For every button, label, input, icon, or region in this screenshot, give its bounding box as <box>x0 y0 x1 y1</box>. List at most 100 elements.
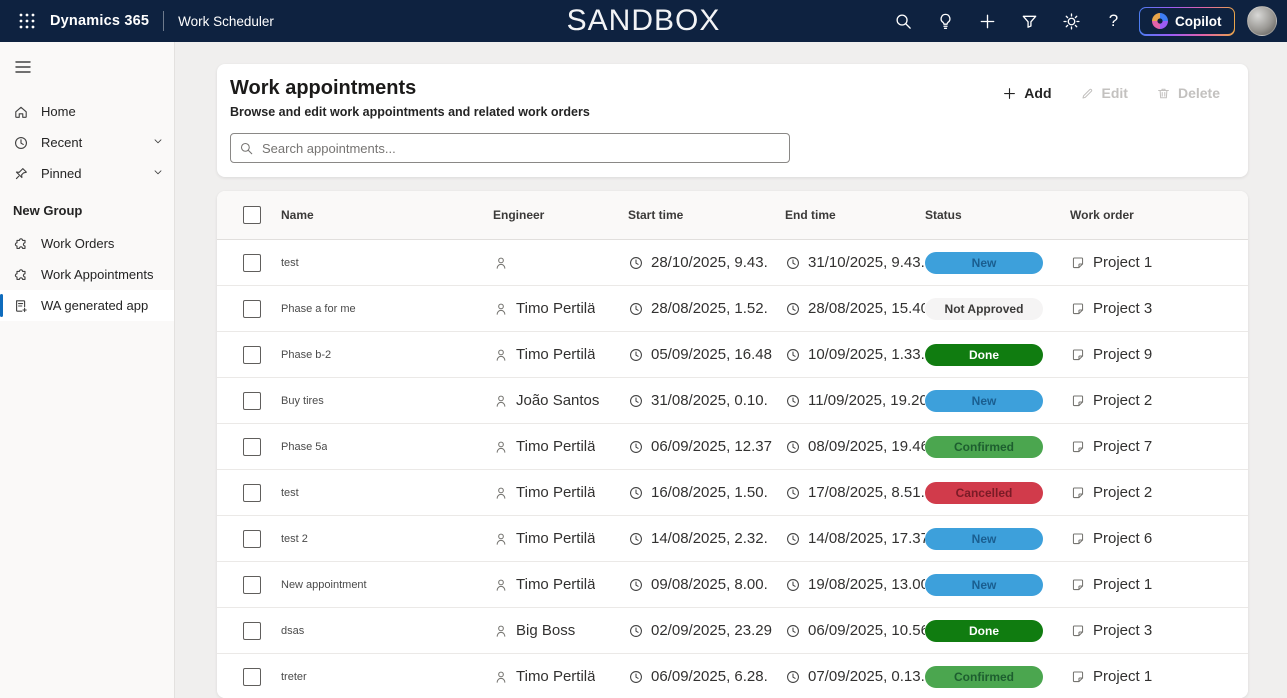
pin-icon <box>13 166 29 182</box>
app-name[interactable]: Work Scheduler <box>178 14 274 29</box>
select-all-checkbox[interactable] <box>243 206 261 224</box>
page-subtitle: Browse and edit work appointments and re… <box>230 105 590 119</box>
column-header-engineer[interactable]: Engineer <box>493 208 628 222</box>
status-badge: New <box>925 252 1043 274</box>
column-header-start-time[interactable]: Start time <box>628 208 785 222</box>
settings-gear-icon[interactable] <box>1055 4 1089 38</box>
plus-icon <box>1002 86 1017 101</box>
column-header-work-order[interactable]: Work order <box>1070 208 1248 222</box>
start-time: 31/08/2025, 0.10. <box>651 392 768 409</box>
clock-icon <box>628 623 644 639</box>
sidebar-item-work-orders[interactable]: Work Orders <box>0 228 174 259</box>
table-row[interactable]: Phase a for me Timo Pertilä 28/08/2025, … <box>217 286 1248 332</box>
status-badge: Done <box>925 620 1043 642</box>
note-icon <box>1070 669 1086 685</box>
row-checkbox[interactable] <box>243 438 261 456</box>
note-icon <box>1070 393 1086 409</box>
person-icon <box>493 577 509 593</box>
clock-icon <box>785 255 801 271</box>
copilot-button[interactable]: Copilot <box>1139 7 1236 36</box>
work-order-name: Project 9 <box>1093 346 1152 363</box>
column-header-status[interactable]: Status <box>925 208 1070 222</box>
sidebar-item-home[interactable]: Home <box>0 96 174 127</box>
row-checkbox[interactable] <box>243 300 261 318</box>
appointment-name: test <box>281 487 299 499</box>
delete-button[interactable]: Delete <box>1156 85 1220 101</box>
row-checkbox[interactable] <box>243 392 261 410</box>
clock-icon <box>628 255 644 271</box>
row-checkbox[interactable] <box>243 254 261 272</box>
lightbulb-icon[interactable] <box>929 4 963 38</box>
table-row[interactable]: Phase 5a Timo Pertilä 06/09/2025, 12.37 … <box>217 424 1248 470</box>
start-time: 06/09/2025, 6.28. <box>651 668 768 685</box>
clock-icon <box>628 531 644 547</box>
status-badge: New <box>925 528 1043 550</box>
pencil-icon <box>1080 86 1095 101</box>
work-order-name: Project 7 <box>1093 438 1152 455</box>
row-checkbox[interactable] <box>243 530 261 548</box>
brand-title[interactable]: Dynamics 365 <box>50 13 149 29</box>
status-badge: New <box>925 574 1043 596</box>
table-row[interactable]: dsas Big Boss 02/09/2025, 23.29 06/09/20… <box>217 608 1248 654</box>
sidebar-item-pinned[interactable]: Pinned <box>0 158 174 189</box>
filter-icon[interactable] <box>1013 4 1047 38</box>
search-icon[interactable] <box>887 4 921 38</box>
search-box[interactable] <box>230 133 790 163</box>
table-header-row: Name Engineer Start time End time Status… <box>217 191 1248 240</box>
status-badge: New <box>925 390 1043 412</box>
work-order-name: Project 1 <box>1093 576 1152 593</box>
table-body: test 28/10/2025, 9.43. 31/10/2025, 9.43.… <box>217 240 1248 698</box>
sidebar-item-wa-generated-app[interactable]: WA generated app <box>0 290 174 321</box>
sidebar-item-work-appointments[interactable]: Work Appointments <box>0 259 174 290</box>
add-button[interactable]: Add <box>1002 85 1051 101</box>
column-header-end-time[interactable]: End time <box>785 208 925 222</box>
sidebar-group-label: New Group <box>0 189 174 228</box>
help-icon[interactable]: ? <box>1097 4 1131 38</box>
table-row[interactable]: test Timo Pertilä 16/08/2025, 1.50. 17/0… <box>217 470 1248 516</box>
clock-icon <box>628 577 644 593</box>
row-checkbox[interactable] <box>243 576 261 594</box>
work-order-name: Project 6 <box>1093 530 1152 547</box>
note-icon <box>1070 255 1086 271</box>
edit-button[interactable]: Edit <box>1080 85 1128 101</box>
page-header-card: Work appointments Browse and edit work a… <box>217 64 1248 177</box>
work-order-name: Project 3 <box>1093 622 1152 639</box>
table-row[interactable]: Buy tires João Santos 31/08/2025, 0.10. … <box>217 378 1248 424</box>
table-row[interactable]: New appointment Timo Pertilä 09/08/2025,… <box>217 562 1248 608</box>
chevron-down-icon[interactable] <box>152 134 164 152</box>
clock-icon <box>785 485 801 501</box>
status-badge: Done <box>925 344 1043 366</box>
add-icon[interactable] <box>971 4 1005 38</box>
row-checkbox[interactable] <box>243 346 261 364</box>
search-input[interactable] <box>262 141 781 156</box>
note-icon <box>1070 623 1086 639</box>
column-header-name[interactable]: Name <box>281 208 493 222</box>
row-checkbox[interactable] <box>243 484 261 502</box>
clock-icon <box>785 531 801 547</box>
table-row[interactable]: test 2 Timo Pertilä 14/08/2025, 2.32. 14… <box>217 516 1248 562</box>
sidebar-item-label: Work Orders <box>41 236 114 251</box>
table-row[interactable]: test 28/10/2025, 9.43. 31/10/2025, 9.43.… <box>217 240 1248 286</box>
appointment-name: test 2 <box>281 533 308 545</box>
clock-icon <box>628 669 644 685</box>
engineer-name: Timo Pertilä <box>516 300 595 317</box>
user-avatar[interactable] <box>1247 6 1277 36</box>
start-time: 02/09/2025, 23.29 <box>651 622 772 639</box>
clock-icon <box>785 439 801 455</box>
hamburger-menu-icon[interactable] <box>6 52 40 82</box>
sidebar-item-recent[interactable]: Recent <box>0 127 174 158</box>
note-icon <box>1070 485 1086 501</box>
person-icon <box>493 439 509 455</box>
add-button-label: Add <box>1024 85 1051 101</box>
row-checkbox[interactable] <box>243 622 261 640</box>
top-navigation-bar: Dynamics 365 Work Scheduler SANDBOX <box>0 0 1287 42</box>
row-checkbox[interactable] <box>243 668 261 686</box>
table-row[interactable]: treter Timo Pertilä 06/09/2025, 6.28. 07… <box>217 654 1248 698</box>
appointment-name: Phase b-2 <box>281 349 331 361</box>
app-launcher-waffle-icon[interactable] <box>10 4 44 38</box>
chevron-down-icon[interactable] <box>152 165 164 183</box>
appointments-table: Name Engineer Start time End time Status… <box>217 191 1248 698</box>
clock-icon <box>628 347 644 363</box>
table-row[interactable]: Phase b-2 Timo Pertilä 05/09/2025, 16.48… <box>217 332 1248 378</box>
person-icon <box>493 393 509 409</box>
